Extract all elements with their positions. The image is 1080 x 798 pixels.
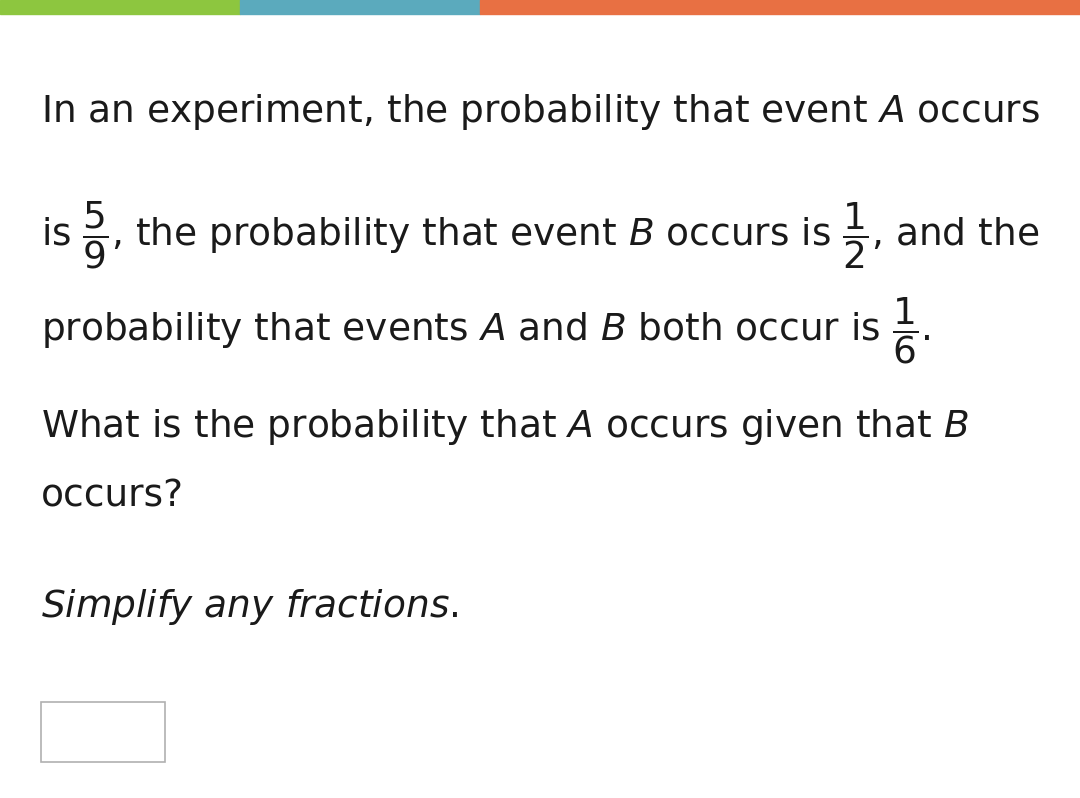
Bar	[240, 0, 480, 14]
Bar	[0, 0, 240, 14]
Text: probability that events $\mathit{A}$ and $\mathit{B}$ both occur is $\dfrac{1}{6: probability that events $\mathit{A}$ and…	[41, 295, 931, 366]
Text: occurs?: occurs?	[41, 479, 184, 515]
Text: What is the probability that $\mathit{A}$ occurs given that $\mathit{B}$: What is the probability that $\mathit{A}…	[41, 407, 969, 447]
Bar	[41, 702, 165, 762]
Bar	[480, 0, 1080, 14]
Text: is $\dfrac{5}{9}$, the probability that event $\mathit{B}$ occurs is $\dfrac{1}{: is $\dfrac{5}{9}$, the probability that …	[41, 200, 1039, 271]
Text: $\mathit{Simplify\ any\ fractions.}$: $\mathit{Simplify\ any\ fractions.}$	[41, 587, 459, 626]
Text: In an experiment, the probability that event $\mathit{A}$ occurs: In an experiment, the probability that e…	[41, 92, 1040, 132]
